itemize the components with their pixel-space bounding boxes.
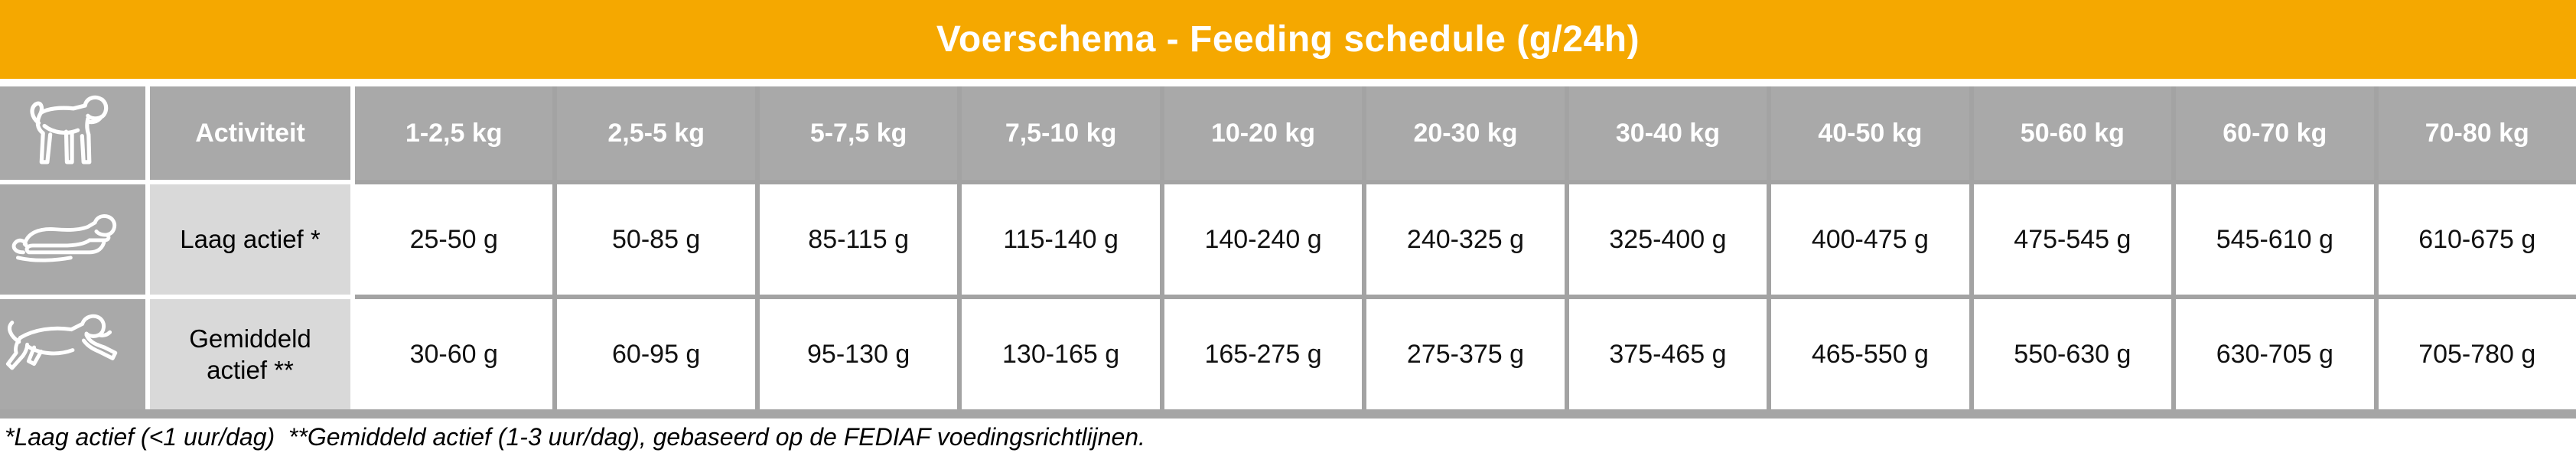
weight-header-cell: 60-70 kg bbox=[2176, 86, 2374, 180]
running-dog-icon bbox=[5, 314, 118, 370]
activity-label-medium: Gemiddeld actief ** bbox=[150, 299, 350, 409]
weight-header-cell: 40-50 kg bbox=[1771, 86, 1969, 180]
table-bottom-strip bbox=[0, 409, 2576, 419]
feeding-schedule-table: Activiteit Laag actief * Gemiddeld actie… bbox=[0, 86, 2576, 409]
value-cell-medium: 705-780 g bbox=[2378, 299, 2576, 409]
value-cell-low: 240-325 g bbox=[1366, 184, 1565, 295]
weight-header-cell: 2,5-5 kg bbox=[557, 86, 755, 180]
standing-dog-icon bbox=[30, 95, 109, 164]
value-cell-medium: 165-275 g bbox=[1164, 299, 1363, 409]
value-cell-medium: 550-630 g bbox=[1973, 299, 2172, 409]
activity-label-low: Laag actief * bbox=[150, 184, 350, 295]
weight-header-cell: 20-30 kg bbox=[1366, 86, 1565, 180]
standing-dog-icon bbox=[0, 86, 145, 180]
value-cell-medium: 30-60 g bbox=[355, 299, 553, 409]
weight-header-cell: 30-40 kg bbox=[1568, 86, 1767, 180]
value-cell-low: 25-50 g bbox=[355, 184, 553, 295]
value-cell-low: 140-240 g bbox=[1164, 184, 1363, 295]
weight-header-cell: 70-80 kg bbox=[2378, 86, 2576, 180]
icon-column bbox=[0, 86, 145, 409]
activity-column: Activiteit Laag actief * Gemiddeld actie… bbox=[150, 86, 350, 409]
footnote-text: *Laag actief (<1 uur/dag) **Gemiddeld ac… bbox=[5, 423, 1145, 451]
value-cell-low: 545-610 g bbox=[2176, 184, 2374, 295]
running-dog-icon bbox=[0, 299, 145, 409]
value-cell-low: 610-675 g bbox=[2378, 184, 2576, 295]
title-banner: Voerschema - Feeding schedule (g/24h) bbox=[0, 0, 2576, 79]
weight-header-cell: 5-7,5 kg bbox=[759, 86, 958, 180]
value-cell-medium: 130-165 g bbox=[962, 299, 1160, 409]
value-cell-medium: 375-465 g bbox=[1568, 299, 1767, 409]
value-cell-low: 85-115 g bbox=[759, 184, 958, 295]
value-cell-low: 325-400 g bbox=[1568, 184, 1767, 295]
value-cell-medium: 465-550 g bbox=[1771, 299, 1969, 409]
value-cell-medium: 95-130 g bbox=[759, 299, 958, 409]
lying-dog-icon bbox=[11, 214, 116, 262]
weight-header-cell: 50-60 kg bbox=[1973, 86, 2172, 180]
weight-header-cell: 1-2,5 kg bbox=[355, 86, 553, 180]
value-cell-medium: 60-95 g bbox=[557, 299, 755, 409]
page-title: Voerschema - Feeding schedule (g/24h) bbox=[936, 19, 1640, 60]
value-cell-low: 475-545 g bbox=[1973, 184, 2172, 295]
weight-header-cell: 10-20 kg bbox=[1164, 86, 1363, 180]
value-cell-low: 115-140 g bbox=[962, 184, 1160, 295]
lying-dog-icon bbox=[0, 184, 145, 295]
weight-header-cell: 7,5-10 kg bbox=[962, 86, 1160, 180]
value-cell-low: 50-85 g bbox=[557, 184, 755, 295]
value-cell-low: 400-475 g bbox=[1771, 184, 1969, 295]
value-cell-medium: 630-705 g bbox=[2176, 299, 2374, 409]
activity-column-header: Activiteit bbox=[150, 86, 350, 180]
value-cell-medium: 275-375 g bbox=[1366, 299, 1565, 409]
weight-grid: 1-2,5 kg 2,5-5 kg 5-7,5 kg 7,5-10 kg 10-… bbox=[355, 86, 2576, 409]
